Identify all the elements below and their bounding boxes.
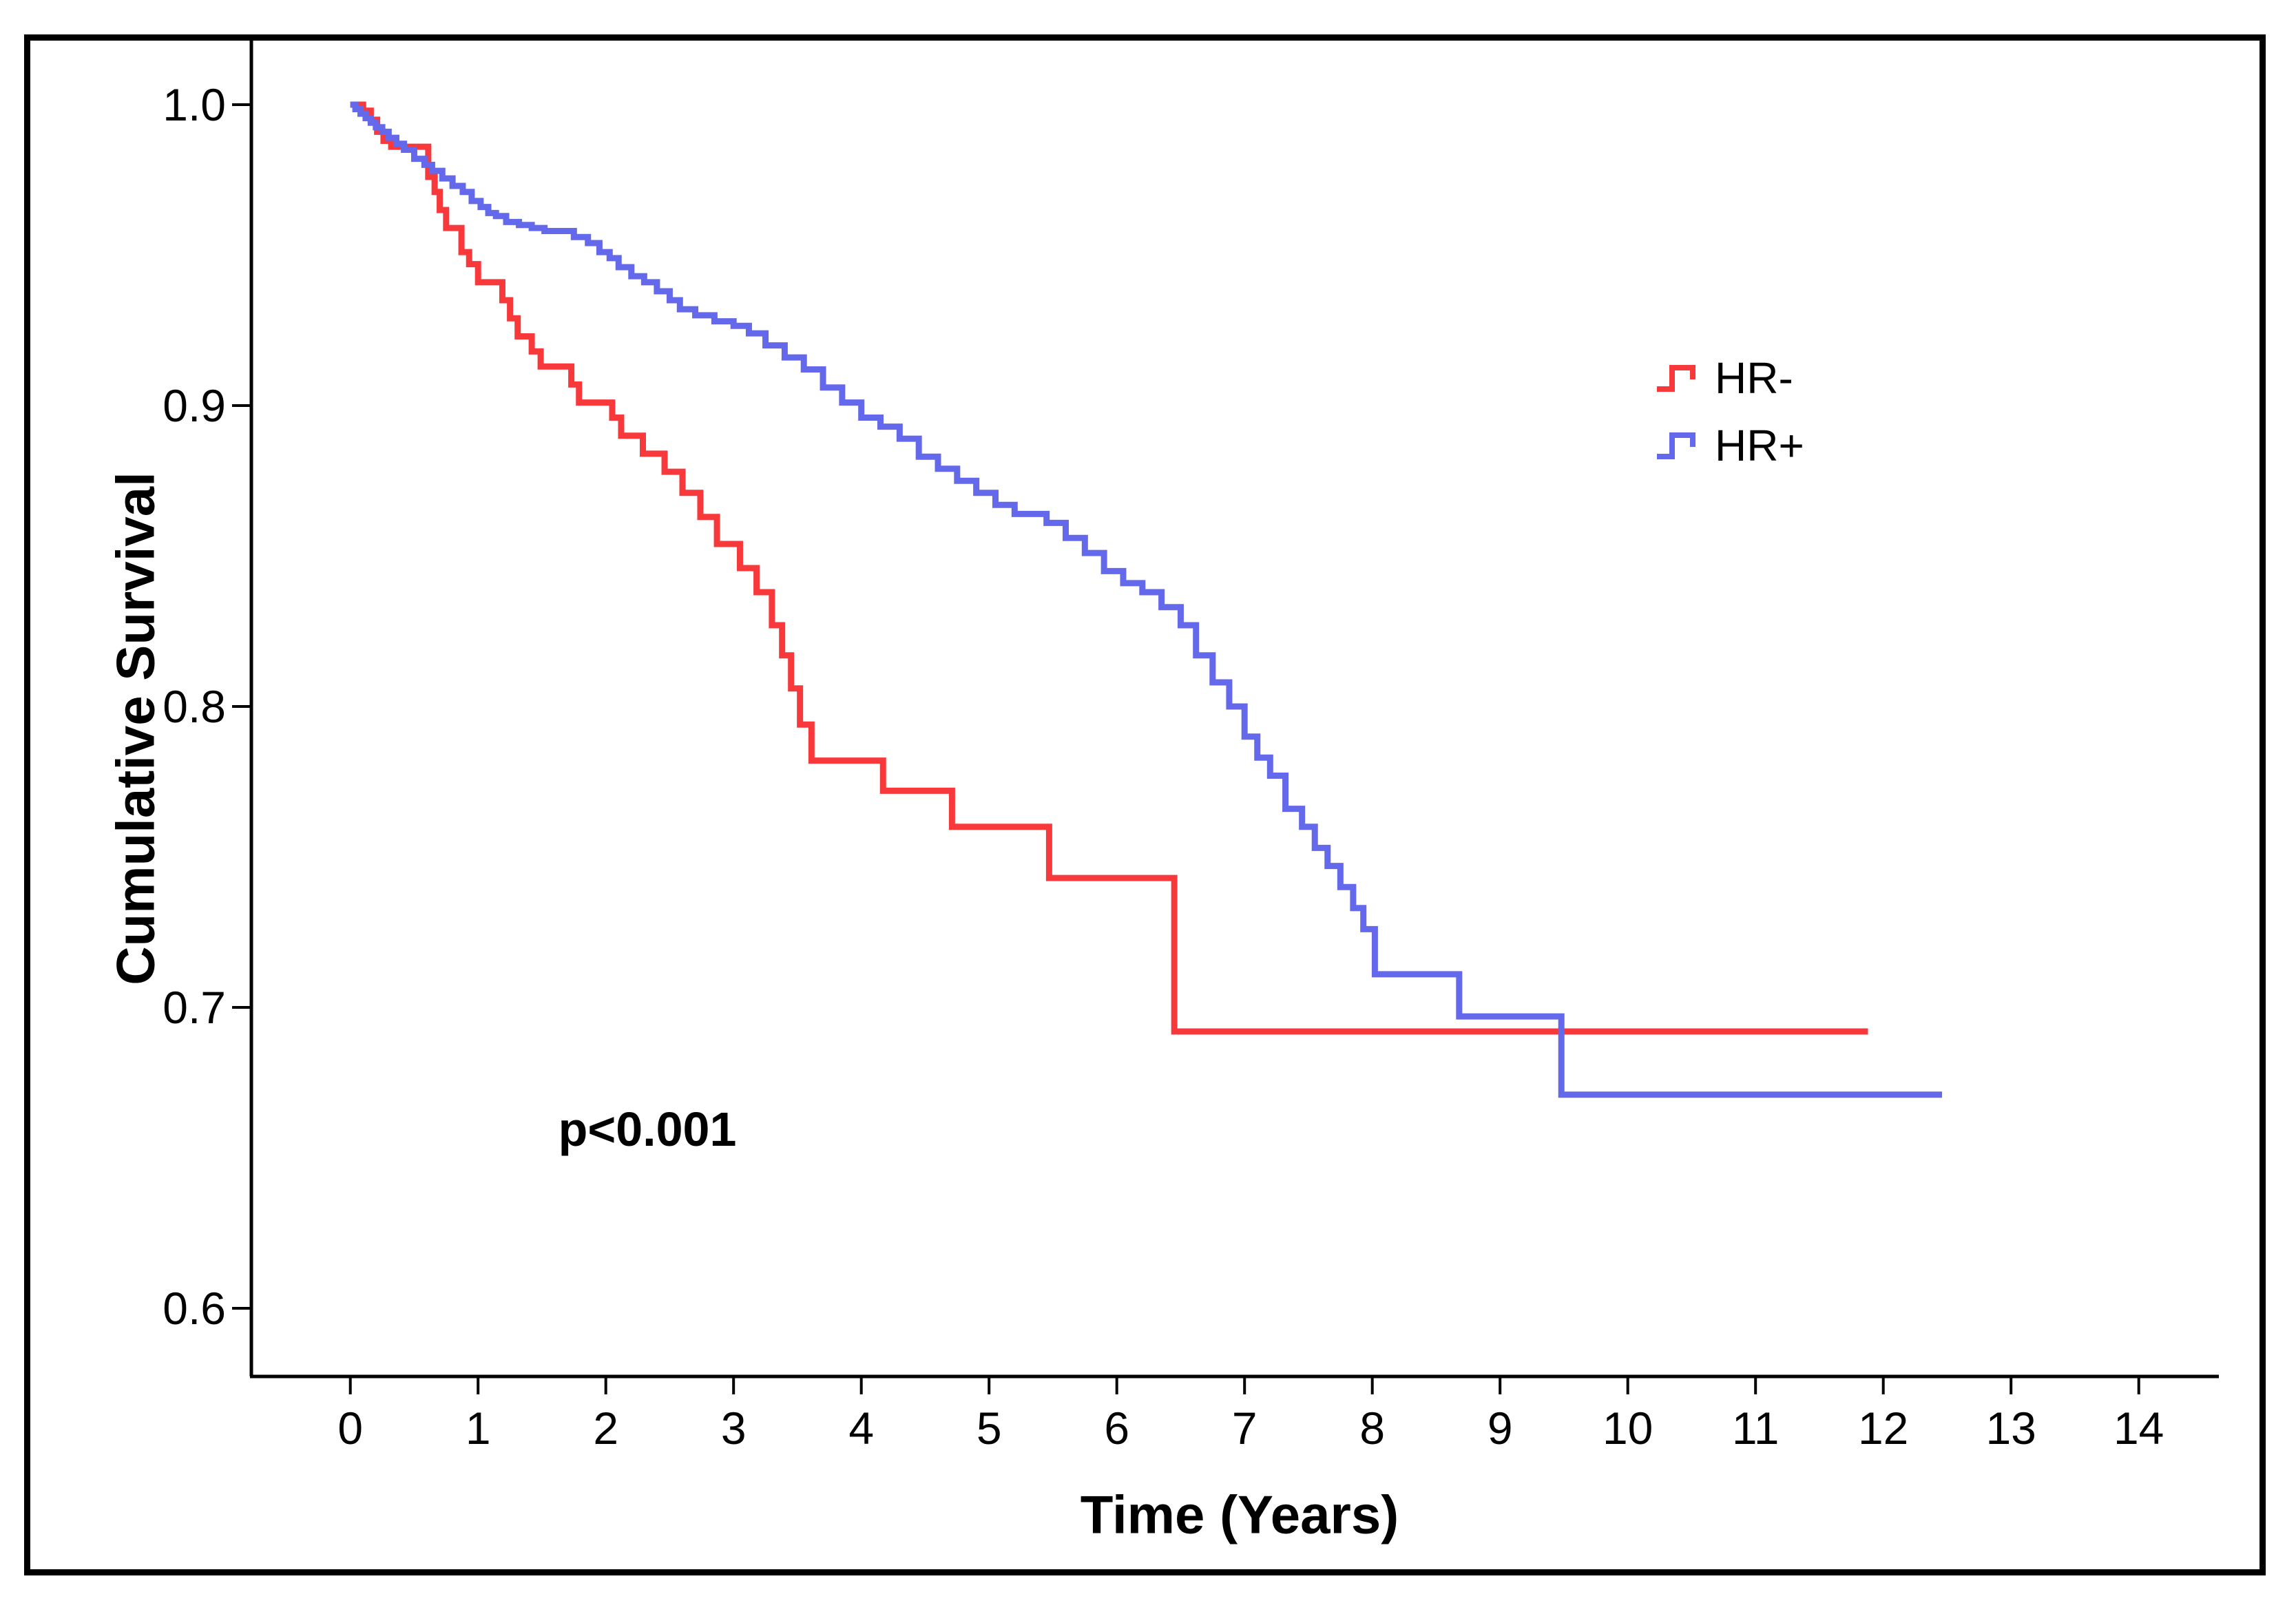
- x-tick-label: 12: [1857, 1403, 1909, 1454]
- x-tick-label: 14: [2113, 1403, 2164, 1454]
- x-tick-label: 8: [1359, 1403, 1386, 1454]
- x-axis-title: Time (Years): [1080, 1484, 1399, 1545]
- p-value-annotation: p<0.001: [558, 1102, 737, 1156]
- hr-minus-curve: [350, 101, 1868, 1035]
- x-tick-label: 9: [1487, 1403, 1513, 1454]
- x-tick-label: 2: [593, 1403, 619, 1454]
- x-tick-label: 7: [1231, 1403, 1257, 1454]
- legend: HR- HR+: [1654, 344, 1804, 479]
- legend-item-hr-plus: HR+: [1654, 412, 1804, 479]
- legend-label-hr-plus: HR+: [1715, 421, 1804, 470]
- x-tick-label: 11: [1731, 1403, 1780, 1454]
- hr-minus-step-icon: [1657, 365, 1695, 392]
- y-tick-label: 0.8: [163, 681, 226, 732]
- legend-label-hr-minus: HR-: [1715, 353, 1793, 403]
- y-tick-label: 1.0: [163, 79, 226, 130]
- legend-item-hr-minus: HR-: [1654, 344, 1804, 412]
- x-tick-label: 4: [848, 1403, 875, 1454]
- hr-plus-curve: [350, 101, 1943, 1098]
- y-tick-label: 0.7: [163, 982, 226, 1033]
- y-tick-label: 0.9: [163, 380, 226, 431]
- x-tick-label: 5: [976, 1403, 1002, 1454]
- x-tick-label: 3: [720, 1403, 747, 1454]
- hr-plus-step-icon: [1657, 432, 1695, 459]
- figure-border: [24, 34, 2266, 1575]
- x-tick-label: 0: [337, 1403, 364, 1454]
- x-tick-label: 6: [1104, 1403, 1130, 1454]
- x-tick-label: 1: [465, 1403, 491, 1454]
- x-tick-label: 13: [1985, 1403, 2036, 1454]
- y-tick-label: 0.6: [163, 1283, 226, 1334]
- x-tick-label: 10: [1602, 1403, 1653, 1454]
